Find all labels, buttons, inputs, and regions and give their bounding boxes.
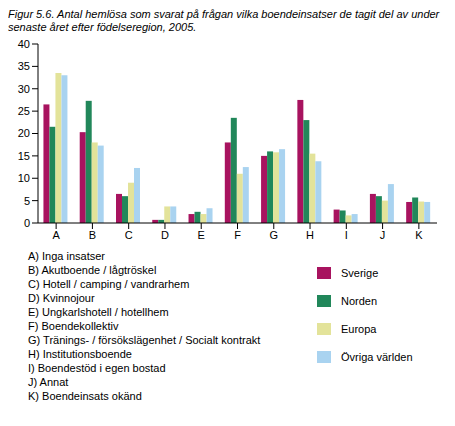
html-text:F) Boendekollektiv: F) Boendekollektiv xyxy=(28,320,119,332)
svg-text:40: 40 xyxy=(18,38,30,50)
html-text:I) Boendestöd i egen bostad: I) Boendestöd i egen bostad xyxy=(28,362,166,374)
svg-text:0: 0 xyxy=(24,217,30,229)
html-text:B) Akutboende / lågtröskel: B) Akutboende / lågtröskel xyxy=(28,264,157,276)
svg-text:F: F xyxy=(234,229,241,241)
html-text:Övriga världen: Övriga världen xyxy=(341,351,413,363)
svg-text:25: 25 xyxy=(18,105,30,117)
html-text:Europa: Europa xyxy=(341,323,377,335)
svg-text:K: K xyxy=(415,229,423,241)
svg-text:G: G xyxy=(269,229,278,241)
html-text:C) Hotell / camping / vandrarh: C) Hotell / camping / vandrarhem xyxy=(28,278,190,290)
html-text:G) Tränings- / försökslägenhet: G) Tränings- / försökslägenhet / Socialt… xyxy=(28,334,261,346)
html-text:D) Kvinnojour: D) Kvinnojour xyxy=(28,292,95,304)
svg-text:B: B xyxy=(89,229,96,241)
html-text:Sverige: Sverige xyxy=(341,267,379,279)
svg-text:15: 15 xyxy=(18,150,30,162)
html-text:K) Boendeinsats okänd: K) Boendeinsats okänd xyxy=(28,390,142,402)
html-text:Figur 5.6. Antal hemlösa som s: Figur 5.6. Antal hemlösa som svarat på f… xyxy=(8,8,440,33)
html-text:H) Institutionsboende: H) Institutionsboende xyxy=(28,348,132,360)
svg-text:D: D xyxy=(161,229,169,241)
svg-text:E: E xyxy=(198,229,205,241)
svg-text:35: 35 xyxy=(18,60,30,72)
svg-text:I: I xyxy=(345,229,348,241)
svg-text:5: 5 xyxy=(24,195,30,207)
svg-text:10: 10 xyxy=(18,172,30,184)
html-text:J) Annat: J) Annat xyxy=(28,376,69,388)
svg-text:J: J xyxy=(380,229,386,241)
html-text:Norden: Norden xyxy=(341,295,378,307)
svg-text:C: C xyxy=(125,229,133,241)
svg-text:20: 20 xyxy=(18,127,30,139)
svg-text:A: A xyxy=(52,229,60,241)
svg-text:30: 30 xyxy=(18,83,30,95)
html-text:A) Inga insatser: A) Inga insatser xyxy=(28,250,105,262)
svg-text:H: H xyxy=(306,229,314,241)
html-text:E) Ungkarlshotell / hotellhem: E) Ungkarlshotell / hotellhem xyxy=(28,306,169,318)
